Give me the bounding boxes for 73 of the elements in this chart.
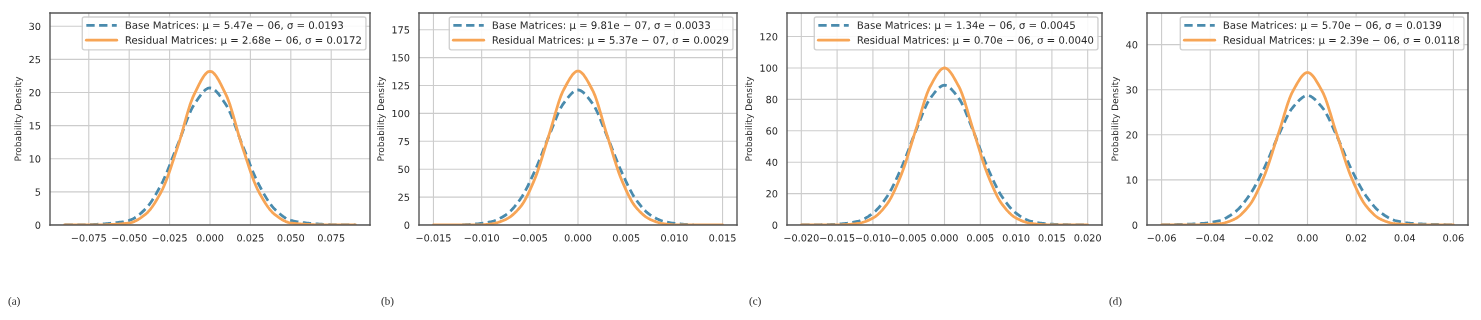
x-tick-label: 0.050 <box>277 234 305 242</box>
x-tick-label: −0.025 <box>152 234 187 242</box>
x-tick-label: 0.020 <box>1074 234 1101 242</box>
y-axis-title: Probability Density <box>1111 76 1121 161</box>
y-tick-label: 100 <box>760 64 778 72</box>
y-tick-label: 40 <box>766 158 778 167</box>
legend-label: Base Matrices: μ = 1.34e − 06, σ = 0.0045 <box>857 21 1075 31</box>
legend-label: Base Matrices: μ = 5.47e − 06, σ = 0.0193 <box>125 21 343 31</box>
legend-label: Base Matrices: μ = 5.70e − 06, σ = 0.0139 <box>1223 21 1442 31</box>
x-tick-label: 0.02 <box>1345 234 1366 242</box>
y-tick-label: 0 <box>35 221 41 229</box>
legend-label: Residual Matrices: μ = 2.39e − 06, σ = 0.0118 <box>1223 35 1460 46</box>
y-axis-title: Probability Density <box>14 76 24 161</box>
x-tick-label: −0.050 <box>112 234 147 242</box>
y-tick-label: 20 <box>29 88 41 97</box>
y-tick-label: 125 <box>392 82 410 90</box>
y-tick-label: 100 <box>392 109 410 118</box>
y-tick-label: 10 <box>1126 176 1138 184</box>
y-tick-label: 30 <box>29 22 41 31</box>
legend-label: Residual Matrices: μ = 0.70e − 06, σ = 0.0040 <box>857 35 1094 46</box>
x-tick-label: −0.005 <box>891 234 926 242</box>
y-axis-title: Probability Density <box>377 76 386 161</box>
x-tick-label: 0.005 <box>967 234 994 242</box>
text: (d) <box>1109 296 1122 308</box>
x-tick-label: 0.04 <box>1394 234 1416 242</box>
y-tick-label: 80 <box>766 95 778 104</box>
x-tick-label: 0.015 <box>709 234 736 242</box>
x-tick-label: 0.000 <box>931 234 958 242</box>
text: (c) <box>749 296 761 308</box>
y-tick-label: 20 <box>766 190 778 198</box>
y-tick-label: 0 <box>1132 221 1138 229</box>
legend-label: Residual Matrices: μ = 5.37e − 07, σ = 0.0029 <box>492 35 729 46</box>
y-axis-title: Probability Density <box>745 76 754 161</box>
y-tick-label: 75 <box>398 137 410 146</box>
x-tick-label: 0.075 <box>317 234 345 242</box>
x-tick-label: 0.000 <box>564 234 592 242</box>
y-tick-label: 0 <box>772 221 778 229</box>
x-tick-label: 0.06 <box>1443 234 1464 242</box>
x-tick-label: 0.010 <box>661 234 688 242</box>
x-tick-label: −0.015 <box>820 234 855 242</box>
y-tick-label: 15 <box>29 122 41 130</box>
x-tick-label: 0.005 <box>612 234 640 242</box>
x-tick-label: −0.04 <box>1196 234 1225 242</box>
x-tick-label: −0.06 <box>1147 234 1176 242</box>
x-tick-label: 0.015 <box>1038 234 1065 242</box>
x-tick-label: 0.010 <box>1002 234 1030 242</box>
x-tick-label: −0.075 <box>71 234 106 242</box>
legend-label: Residual Matrices: μ = 2.68e − 06, σ = 0.0172 <box>125 35 361 46</box>
y-tick-label: 60 <box>766 127 778 135</box>
x-tick-label: 0.00 <box>1297 234 1318 242</box>
x-tick-label: −0.015 <box>416 234 451 242</box>
x-tick-label: −0.010 <box>855 234 891 242</box>
x-tick-label: −0.02 <box>1245 234 1273 242</box>
y-tick-label: 175 <box>392 26 410 34</box>
legend-label: Base Matrices: μ = 9.81e − 07, σ = 0.0033 <box>492 21 710 31</box>
y-tick-label: 40 <box>1126 41 1138 49</box>
y-tick-label: 10 <box>29 155 41 163</box>
x-tick-label: −0.005 <box>512 234 547 242</box>
y-tick-label: 50 <box>398 165 410 174</box>
y-tick-label: 150 <box>392 54 410 62</box>
y-tick-label: 5 <box>35 188 41 196</box>
x-tick-label: −0.020 <box>784 234 819 242</box>
text: (b) <box>381 296 394 308</box>
y-tick-label: 20 <box>1126 131 1138 139</box>
text: (a) <box>8 296 20 308</box>
y-tick-label: 0 <box>404 221 410 229</box>
y-tick-label: 30 <box>1126 86 1138 94</box>
x-tick-label: −0.010 <box>464 234 499 242</box>
x-tick-label: 0.000 <box>196 234 224 242</box>
x-tick-label: 0.025 <box>237 234 264 242</box>
y-tick-label: 120 <box>760 33 778 41</box>
y-tick-label: 25 <box>398 193 410 201</box>
y-tick-label: 25 <box>29 55 41 64</box>
